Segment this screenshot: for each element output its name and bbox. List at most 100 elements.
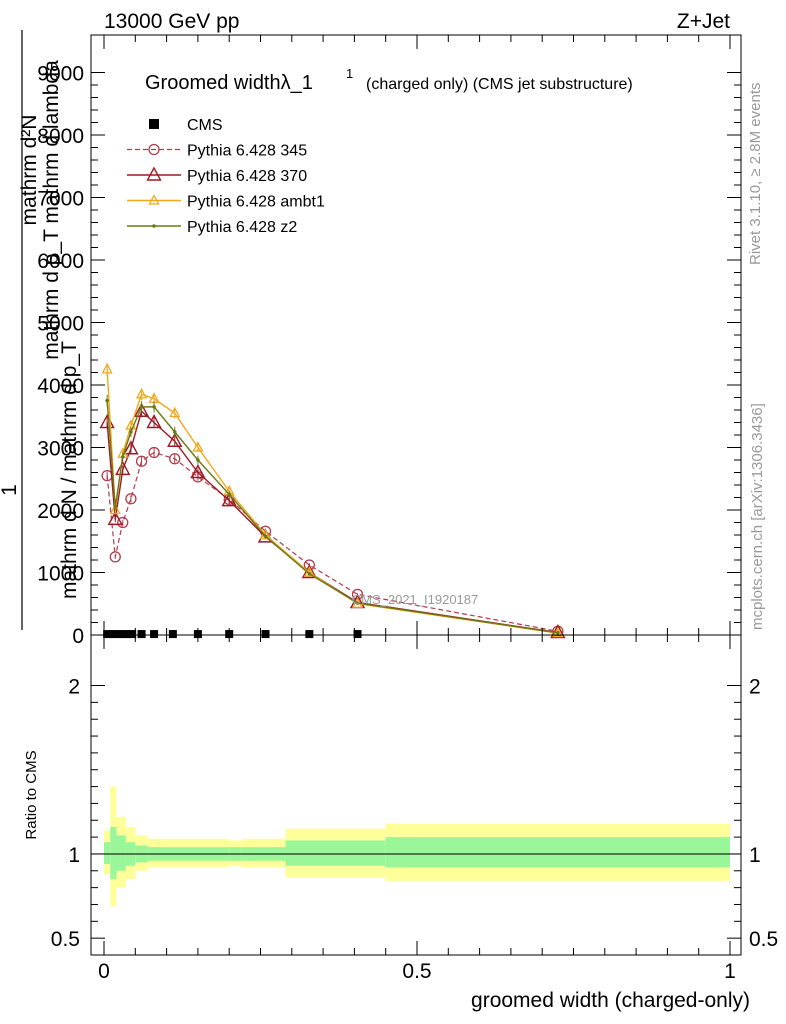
series-point-ambt1 <box>135 387 148 399</box>
ratio-y-label: Ratio to CMS <box>23 750 40 839</box>
side-label-mcplots: mcplots.cern.ch [arXiv:1306.3436] <box>749 403 766 630</box>
series-point-z2 <box>196 458 200 462</box>
ratio-band-stat <box>110 827 117 880</box>
series-point-p345 <box>135 455 148 467</box>
series-point-z2 <box>129 430 133 434</box>
series-point-p370 <box>115 460 131 476</box>
series-point-ambt1 <box>169 406 181 418</box>
ratio-plot-panel: 0.5 0.5 1 1 2 2 0 0.5 1 Ratio to CMS groomed wid… <box>23 634 778 1012</box>
series-point-ambt1 <box>192 441 204 452</box>
ratio-ytick-label-left: 0.5 <box>51 928 80 951</box>
series-point-z2 <box>152 405 156 409</box>
cms-data-point <box>353 630 362 639</box>
series-point-z2 <box>172 430 177 434</box>
series-point-z2 <box>307 571 312 576</box>
main-ytick-label: 4000 <box>37 375 84 398</box>
plot-title-sup: 1 <box>346 66 353 81</box>
series-point-ambt1 <box>109 503 121 515</box>
ratio-ytick-label-right: 2 <box>749 676 761 699</box>
legend-marker-p345 <box>148 143 160 156</box>
series-point-p370 <box>167 432 183 447</box>
legend-entry-label: Pythia 6.428 370 <box>187 168 307 185</box>
cms-data-point <box>150 630 159 639</box>
ratio-ytick-label-left: 1 <box>68 844 80 867</box>
legend-entry-label: Pythia 6.428 ambt1 <box>187 194 325 211</box>
ylabel-bottom: mathrm d N / mathrm d p_T <box>58 341 81 599</box>
main-y-label: mathrm d²N mathrm d p_T mathrm d lambda … <box>0 30 81 630</box>
series-point-p370 <box>146 414 162 429</box>
series-point-p370 <box>550 624 566 639</box>
ylabel-top: mathrm d²N <box>18 115 41 226</box>
cms-data-point <box>137 630 146 639</box>
header-left: 13000 GeV pp <box>104 10 239 33</box>
main-ytick-label: 3000 <box>37 438 84 461</box>
cms-data-point <box>305 630 314 639</box>
cms-data-point <box>128 630 137 639</box>
main-ytick-label: 8000 <box>37 125 84 148</box>
series-point-ambt1 <box>101 362 113 374</box>
cms-data-point <box>121 630 130 639</box>
ylabel-one: 1 <box>0 484 21 496</box>
series-point-p345 <box>303 559 315 571</box>
plot-title-main: Groomed widthλ_1 <box>145 72 313 94</box>
cms-data-point <box>109 630 118 639</box>
ratio-ytick-label-right: 1 <box>749 844 761 867</box>
main-ytick-label: 9000 <box>37 63 84 86</box>
series-point-p345 <box>169 453 181 465</box>
legend-entry-label: Pythia 6.428 345 <box>187 143 307 160</box>
cms-data-point <box>261 630 270 639</box>
series-line-p345 <box>106 451 558 632</box>
x-tick-label: 0 <box>98 960 110 983</box>
legend-entry-label: Pythia 6.428 z2 <box>187 219 297 236</box>
series-point-p345 <box>125 493 137 505</box>
ylabel-top2: mathrm d p_T mathrm d lambda <box>40 60 63 360</box>
series-point-p345 <box>109 551 121 563</box>
main-ytick-label: 5000 <box>37 313 84 336</box>
series-point-z2 <box>355 601 360 605</box>
header-right: Z+Jet <box>677 10 730 33</box>
cms-data-point <box>168 630 177 639</box>
series-point-z2 <box>556 631 560 635</box>
ratio-ytick-label-right: 0.5 <box>749 928 778 951</box>
series-point-p370 <box>133 402 150 417</box>
main-ytick-label: 0 <box>72 625 84 648</box>
x-tick-label: 1 <box>724 960 736 983</box>
ratio-band-stat <box>104 842 111 865</box>
ratio-ytick-label-left: 2 <box>68 676 80 699</box>
series-point-p345 <box>148 446 160 459</box>
legend-marker-z2 <box>152 224 156 228</box>
series-point-p370 <box>221 492 237 507</box>
plot-title-rest: (charged only) (CMS jet substructure) <box>366 76 633 93</box>
ratio-band-stat <box>385 837 730 868</box>
ratio-band-stat <box>285 840 386 866</box>
series-point-p345 <box>117 516 129 529</box>
series-point-z2 <box>105 398 109 403</box>
series-point-z2 <box>227 492 231 497</box>
main-plot-panel: 0 1000 2000 3000 4000 5000 6000 7000 8000 9000 Gr… <box>0 30 742 648</box>
legend: CMS Pythia 6.428 345 Pythia 6.428 370 Pythi… <box>127 117 325 236</box>
series-point-p370 <box>190 464 206 479</box>
main-ytick-label: 7000 <box>37 188 84 211</box>
watermark: CMS_2021_I1920187 <box>352 592 479 607</box>
series-point-z2 <box>139 405 144 409</box>
cms-data-point <box>115 630 124 639</box>
legend-marker-cms <box>149 119 159 129</box>
series-point-z2 <box>263 534 268 539</box>
legend-entry-label: CMS <box>187 117 223 134</box>
main-ytick-label: 1000 <box>37 563 84 586</box>
series-point-p370 <box>107 510 123 526</box>
series-point-z2 <box>113 505 118 509</box>
side-label-rivet: Rivet 3.1.10, ≥ 2.8M events <box>747 83 764 266</box>
ratio-band-stat <box>116 835 126 871</box>
x-axis-label: groomed width (charged-only) <box>471 989 750 1012</box>
x-tick-label: 0.5 <box>402 960 431 983</box>
main-ytick-label: 2000 <box>37 500 84 523</box>
main-ytick-label: 6000 <box>37 250 84 273</box>
series-point-p370 <box>123 440 139 455</box>
legend-marker-p370 <box>146 166 162 181</box>
ratio-plot-frame <box>90 634 742 956</box>
series-point-z2 <box>120 455 125 459</box>
cms-data-point <box>103 630 112 639</box>
legend-marker-ambt1 <box>148 194 160 205</box>
